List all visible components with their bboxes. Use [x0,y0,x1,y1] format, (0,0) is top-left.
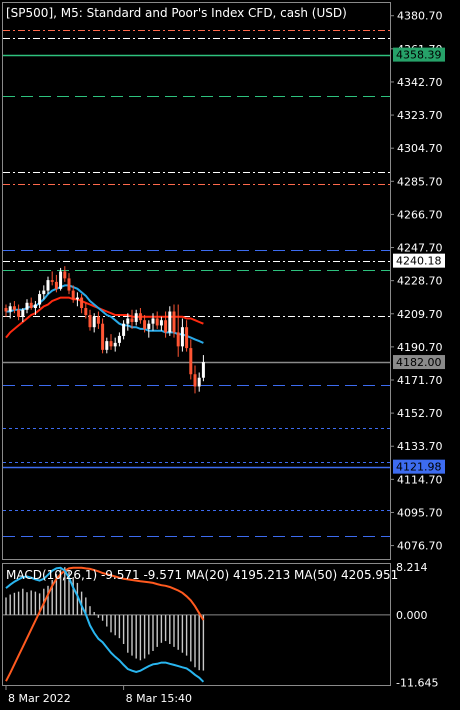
candle-body [138,313,142,321]
candle-body [185,327,189,349]
y-tick-label: 4095.70 [397,506,443,519]
price-levels [3,30,390,537]
candle-body [113,342,117,347]
y-tick-label: 4209.70 [397,308,443,321]
candle-body [164,320,168,333]
candle-body [4,308,8,312]
candle-body [189,348,193,375]
candle-body [63,271,67,279]
candle-body [159,320,163,326]
candle-body [12,306,16,310]
candle-body [117,335,121,343]
macd-tick-label: 8.214 [396,561,428,574]
candle-body [176,332,180,347]
y-tick-label: 4133.70 [397,440,443,453]
price-tags: 4358.39 4240.18 4182.00 4121.98 [393,47,445,474]
price-axis: 4380.704361.704342.704323.704304.704285.… [390,10,443,553]
candle-body [80,297,84,309]
candles [4,266,205,394]
candle-body [42,290,46,295]
y-tick-label: 4285.70 [397,175,443,188]
y-tick-label: 4342.70 [397,76,443,89]
price-tag [393,459,445,474]
macd-axis: 8.214 0.000 -11.645 [396,561,438,690]
candle-body [197,377,201,387]
candle-body [126,318,130,324]
y-tick-label: 4228.70 [397,275,443,288]
y-tick-label: 4190.70 [397,341,443,354]
price-tag-label: 4240.18 [396,255,442,268]
candle-body [96,316,100,324]
candle-body [75,297,79,300]
price-tag-label: 4358.39 [396,49,442,62]
price-tag-label: 4121.98 [396,461,442,474]
price-tag [393,355,445,370]
y-tick-label: 4304.70 [397,142,443,155]
candle-body [168,311,172,333]
y-tick-label: 4323.70 [397,109,443,122]
chart-title: [SP500], M5: Standard and Poor's Index C… [6,6,347,20]
candle-body [54,281,58,289]
macd-tick-label: 0.000 [396,609,428,622]
candle-body [101,323,105,350]
y-tick-label: 4247.70 [397,242,443,255]
candle-body [67,278,71,291]
candle-body [180,327,184,347]
candle-body [193,374,197,387]
candle-body [147,323,151,329]
candle-body [130,318,134,322]
candle-body [88,314,92,328]
candle-body [46,280,50,291]
candle-body [17,309,21,317]
y-tick-label: 4266.70 [397,208,443,221]
candle-body [50,280,54,282]
macd-tick-label: -11.645 [396,677,438,690]
candle-body [8,306,12,312]
candle-body [33,304,37,309]
macd-panel-frame [2,563,391,686]
candle-body [59,271,63,289]
macd-signal-line [5,566,205,682]
candle-body [71,290,75,300]
macd-lines [5,566,205,683]
macd-title: MACD(10,26,1) -9.571 -9.571 MA(20) 4195.… [6,568,398,582]
y-tick-label: 4114.70 [397,473,443,486]
candle-body [25,302,29,310]
y-tick-label: 4380.70 [397,10,443,23]
candle-body [92,316,96,328]
candle-body [143,320,147,329]
candle-body [122,323,126,336]
time-label: 8 Mar 15:40 [126,692,192,705]
candle-body [21,309,25,317]
y-tick-label: 4076.70 [397,540,443,553]
candle-body [29,302,33,309]
candle-body [134,313,138,322]
price-tag-label: 4182.00 [396,356,442,369]
candle-body [109,341,113,347]
candle-body [172,311,176,333]
time-axis: 8 Mar 2022 8 Mar 15:40 [5,686,192,705]
candle-body [151,318,155,324]
candle-body [38,294,42,305]
time-label: 8 Mar 2022 [8,692,71,705]
price-tag [393,253,445,268]
candle-body [105,341,109,350]
price-tag [393,47,445,62]
candle-body [201,362,205,378]
candle-body [155,318,159,326]
macd-main-line [5,566,205,683]
y-tick-label: 4152.70 [397,407,443,420]
y-tick-label: 4171.70 [397,374,443,387]
candle-body [84,308,88,315]
